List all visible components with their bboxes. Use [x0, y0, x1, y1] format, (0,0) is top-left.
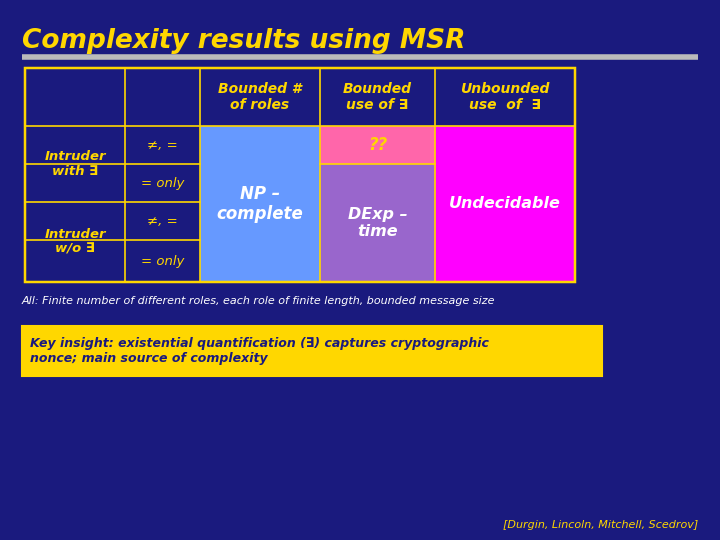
Text: Bounded #
of roles: Bounded # of roles — [218, 82, 302, 112]
Text: DExp –
time: DExp – time — [348, 207, 408, 239]
Bar — [125, 202, 200, 240]
Bar — [125, 240, 200, 282]
Bar — [22, 326, 602, 376]
Bar — [320, 164, 435, 282]
Text: All: Finite number of different roles, each role of finite length, bounded messa: All: Finite number of different roles, e… — [22, 296, 495, 306]
Bar — [320, 126, 435, 164]
Text: Undecidable: Undecidable — [449, 197, 561, 212]
Bar — [25, 202, 125, 282]
Text: Intruder
w/o ∃: Intruder w/o ∃ — [44, 228, 106, 256]
Text: ≠, =: ≠, = — [147, 138, 178, 152]
Text: = only: = only — [141, 254, 184, 267]
Text: ≠, =: ≠, = — [147, 214, 178, 227]
Bar — [435, 126, 575, 282]
Text: NP –
complete: NP – complete — [217, 185, 303, 224]
Bar — [125, 126, 200, 164]
Bar — [320, 68, 435, 126]
Text: = only: = only — [141, 177, 184, 190]
Text: Intruder
with ∃: Intruder with ∃ — [44, 150, 106, 178]
Text: Unbounded
use  of  ∃: Unbounded use of ∃ — [460, 82, 549, 112]
Bar — [200, 126, 320, 282]
Bar — [200, 68, 320, 126]
Text: Bounded
use of ∃: Bounded use of ∃ — [343, 82, 412, 112]
Bar — [125, 164, 200, 202]
Text: Complexity results using MSR: Complexity results using MSR — [22, 28, 465, 54]
Text: ??: ?? — [368, 136, 387, 154]
Bar — [25, 126, 125, 202]
Text: Key insight: existential quantification (∃) captures cryptographic
nonce; main s: Key insight: existential quantification … — [30, 337, 489, 365]
Bar — [25, 68, 200, 126]
Bar — [435, 68, 575, 126]
Text: [Durgin, Lincoln, Mitchell, Scedrov]: [Durgin, Lincoln, Mitchell, Scedrov] — [503, 520, 698, 530]
Bar — [25, 68, 575, 282]
